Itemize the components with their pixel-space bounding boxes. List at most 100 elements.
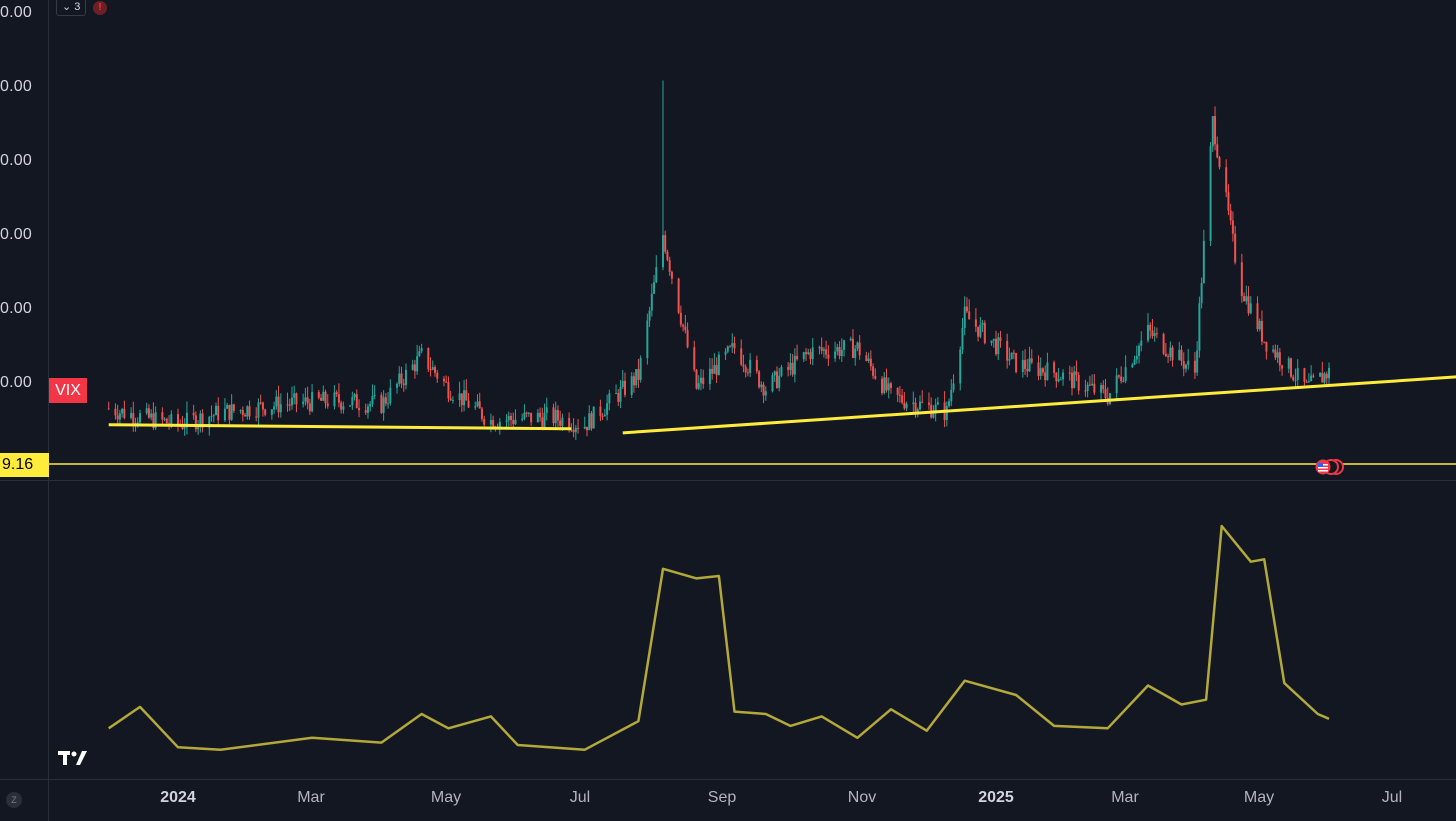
candle-up [302, 401, 305, 405]
candle-up [1073, 371, 1076, 389]
candle-down [288, 404, 291, 406]
candle-up [185, 412, 188, 428]
candle-down [898, 394, 901, 396]
candle-up [1169, 347, 1172, 357]
candle-down [666, 251, 669, 261]
candle-up [945, 406, 948, 421]
us-flag-event-icon[interactable] [1314, 459, 1344, 475]
candle-up [396, 383, 399, 388]
candle-up [1258, 320, 1261, 330]
candle-up [246, 406, 249, 417]
candle-down [1041, 368, 1044, 373]
candle-up [932, 413, 935, 418]
candle-up [912, 402, 915, 404]
candle-down [679, 312, 682, 325]
candle-down [995, 338, 997, 355]
candle-up [1198, 303, 1201, 351]
candle-down [820, 347, 823, 351]
candle-down [914, 402, 917, 414]
candle-down [577, 427, 580, 429]
candle-up [389, 387, 392, 404]
candle-up [697, 383, 700, 389]
candle-down [1263, 341, 1266, 343]
candle-up [834, 351, 837, 359]
candle-down [1120, 376, 1123, 382]
candle-down [539, 412, 542, 418]
candle-up [1245, 296, 1248, 302]
oscillator-chart[interactable] [0, 482, 1456, 779]
candle-up [1323, 373, 1326, 383]
candle-up [451, 400, 454, 402]
candle-down [492, 420, 495, 429]
candle-up [655, 267, 658, 283]
trendline[interactable] [622, 375, 1456, 435]
candle-up [1062, 372, 1065, 380]
candle-down [192, 412, 195, 416]
candle-up [353, 394, 356, 398]
candle-up [1039, 368, 1042, 376]
candle-up [416, 356, 419, 372]
candle-up [1187, 360, 1190, 365]
trendline[interactable] [108, 423, 572, 431]
candle-down [194, 415, 197, 430]
candle-down [586, 426, 588, 431]
candle-down [1290, 358, 1293, 377]
candle-up [1108, 393, 1111, 404]
candle-down [201, 413, 204, 428]
candle-up [545, 407, 548, 413]
candle-up [635, 369, 638, 386]
candle-up [1021, 359, 1024, 373]
tradingview-logo-icon[interactable] [58, 749, 88, 767]
candle-down [306, 397, 309, 404]
candle-up [1100, 385, 1103, 393]
candle-down [881, 378, 884, 394]
candle-down [380, 394, 383, 413]
price-axis-tick: 0.00 [0, 152, 32, 169]
candle-up [293, 393, 296, 398]
timezone-button[interactable]: Z [6, 792, 22, 808]
candle-up [411, 364, 414, 370]
candle-up [661, 235, 664, 268]
candle-down [308, 403, 311, 412]
candle-up [199, 413, 202, 425]
candle-down [1093, 383, 1096, 393]
candle-up [1010, 352, 1013, 360]
candle-down [1077, 375, 1080, 391]
candle-down [1015, 353, 1018, 373]
candlestick-chart[interactable] [0, 0, 1456, 480]
candle-up [210, 416, 213, 418]
candle-up [619, 387, 622, 402]
pane-divider[interactable] [0, 480, 1456, 481]
candle-down [123, 408, 126, 418]
candle-down [858, 342, 861, 356]
candle-down [161, 412, 164, 420]
candle-down [525, 412, 528, 414]
candle-down [1068, 372, 1071, 374]
candle-down [295, 393, 298, 405]
candle-up [653, 282, 656, 294]
candle-down [999, 337, 1002, 341]
candle-down [715, 365, 718, 376]
candle-up [592, 406, 595, 429]
candle-down [1303, 368, 1306, 382]
candle-up [646, 320, 649, 358]
candle-up [1307, 381, 1310, 383]
candle-down [1312, 375, 1315, 377]
candle-down [1026, 368, 1029, 372]
candle-down [686, 330, 689, 348]
candle-up [771, 375, 774, 392]
candle-up [498, 421, 501, 429]
indicators-toggle-button[interactable]: ⌄ 3 [56, 0, 87, 16]
price-axis-tick: 0.00 [0, 78, 32, 95]
candle-up [843, 340, 846, 350]
candle-down [896, 387, 899, 395]
exclamation-icon[interactable]: ! [93, 1, 107, 15]
candle-up [1138, 345, 1141, 356]
candle-down [317, 392, 320, 398]
candle-up [527, 412, 530, 414]
candle-down [337, 394, 340, 403]
candle-up [583, 426, 586, 429]
candle-up [458, 393, 461, 401]
candle-down [480, 408, 483, 420]
candle-down [965, 306, 968, 312]
